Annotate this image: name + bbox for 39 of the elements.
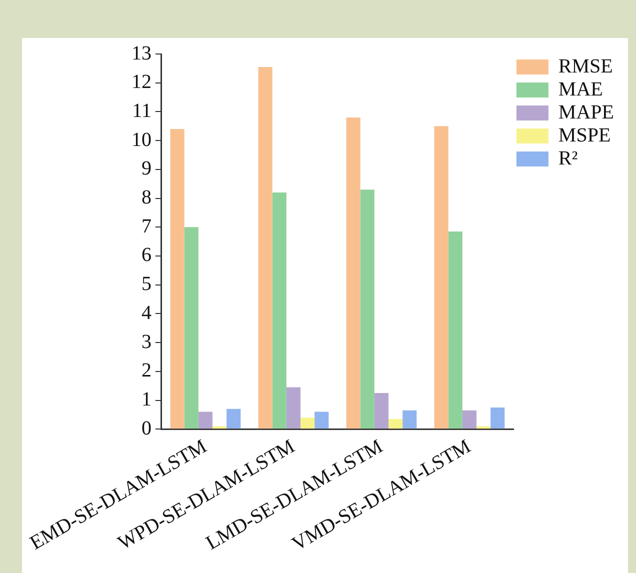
legend-label: R² [558, 147, 578, 170]
bar [300, 418, 315, 429]
y-tick-label: 5 [141, 273, 152, 296]
bar [346, 117, 360, 429]
bar [272, 192, 286, 429]
y-tick-label: 1 [141, 388, 152, 411]
y-tick-label: 0 [141, 417, 152, 440]
y-tick-label: 12 [131, 71, 152, 94]
bar [448, 231, 462, 429]
bar [490, 407, 505, 429]
y-tick-label: 4 [141, 302, 152, 324]
y-tick-label: 7 [141, 215, 152, 238]
bar [374, 393, 388, 429]
bar [388, 419, 403, 429]
y-tick-label: 11 [132, 100, 152, 122]
bar [212, 426, 227, 429]
bar [360, 190, 374, 429]
bar [314, 412, 329, 429]
y-tick-label: 6 [141, 244, 152, 266]
legend-label: MAE [558, 78, 603, 100]
y-tick-label: 3 [141, 330, 152, 353]
y-tick-label: 10 [131, 128, 152, 151]
bar [476, 426, 491, 429]
bar [226, 408, 241, 429]
bar [170, 129, 184, 429]
legend-label: MAPE [558, 101, 614, 124]
y-tick-label: 8 [141, 186, 152, 209]
bar [184, 227, 198, 429]
bar [286, 387, 300, 429]
y-tick-label: 9 [141, 158, 152, 180]
legend-label: MSPE [558, 124, 611, 146]
legend-label: RMSE [558, 55, 613, 78]
bar [258, 66, 272, 429]
y-tick-label: 13 [131, 42, 152, 64]
bar [402, 410, 417, 429]
bar [434, 126, 448, 429]
bar [462, 410, 476, 429]
bar [198, 412, 212, 429]
y-tick-label: 2 [141, 360, 152, 382]
